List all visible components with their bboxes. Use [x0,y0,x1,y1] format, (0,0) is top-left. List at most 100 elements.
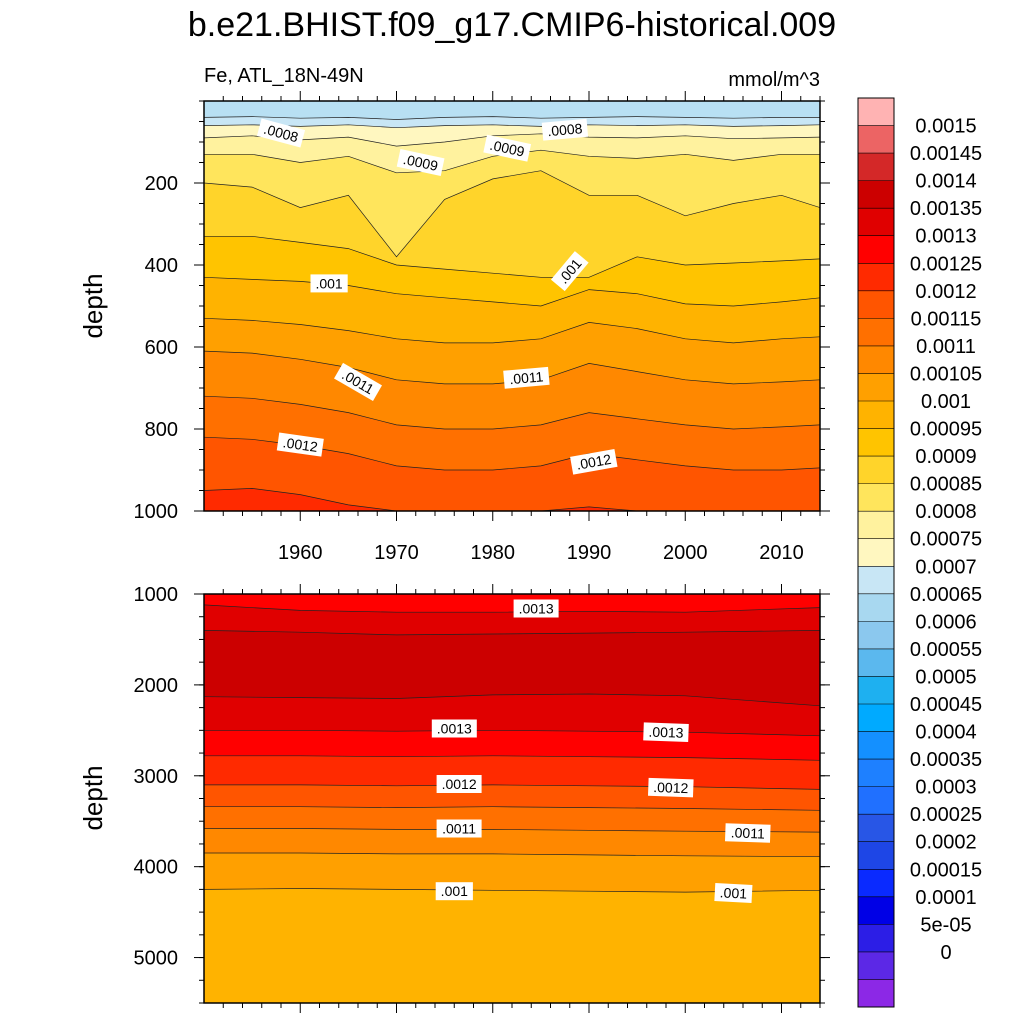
colorbar-label: 0.0005 [915,667,976,689]
contour-line [204,235,820,278]
contour-label-box [513,599,559,618]
contour-label-box [256,118,306,148]
upper-axis-ticks: 200 400 600 800 1000 1960 1970 1980 1990 2000 2010 [134,91,830,564]
contour-line [204,116,820,120]
contour-line [204,828,820,833]
colorbar-label: 0.00015 [910,859,982,881]
colorbar-label: 0.0012 [915,281,976,303]
colorbar-swatch [858,153,894,182]
contour-label-text: .0012 [653,779,689,796]
y-tick-label: 4000 [134,857,179,879]
y-tick-label: 400 [145,255,178,277]
contour-label-text: .0009 [488,137,526,160]
colorbar-swatch [858,566,894,595]
colorbar-swatch [858,373,894,402]
colorbar-label: 0.0009 [915,446,976,468]
colorbar-swatch [858,538,894,567]
contour-label-box [396,149,445,176]
x-tick-label: 1990 [567,542,612,564]
colorbar-swatch [858,648,894,677]
colorbar-label: 0.00085 [910,474,982,496]
colorbar-label: 0.00055 [910,639,982,661]
y-tick-label: 5000 [134,948,179,970]
x-tick-label: 2010 [759,542,804,564]
units-label: mmol/m^3 [728,69,820,91]
contour-label-text: .0012 [282,434,319,455]
contour-label: .0011 [724,823,771,843]
colorbar-label: 0.00115 [911,308,982,330]
contour-line [204,170,820,258]
contour-label-box [334,362,382,401]
contour-label-text: .0013 [437,721,472,737]
contour-line [204,693,820,707]
lower-axis-ticks: 1000 2000 3000 4000 5000 [134,584,830,1013]
contour-label: .0012 [436,775,482,793]
colorbar-swatch [858,98,894,127]
left-subtitle: Fe, ATL_18N-49N [204,65,364,87]
colorbar-label: 0.00095 [910,419,982,441]
y-tick-label: 600 [145,337,178,359]
contour-label-text: .0011 [442,821,476,837]
contour-line [204,806,820,811]
colorbar-swatch [858,401,894,430]
colorbar: 0.0015 0.00145 0.0014 0.00135 0.0013 0.00125 0… [857,97,982,1008]
colorbar-label: 0.00045 [910,694,982,716]
colorbar-swatch [858,428,894,457]
contour-label: .001 [714,883,753,903]
contour-label: .0013 [643,722,689,742]
contour-label-text: .0009 [402,151,440,174]
colorbar-label: 0.00075 [910,529,982,551]
figure-title: b.e21.BHIST.f09_g17.CMIP6-historical.009 [188,6,836,44]
contour-label: .0012 [647,777,694,798]
contour-band [204,437,820,511]
colorbar-swatch [858,483,894,512]
contour-line [204,755,820,761]
contour-label: .0013 [431,719,477,738]
colorbar-swatch [858,593,894,622]
colorbar-swatch [858,841,894,870]
contour-label-text: .001 [441,883,468,899]
x-tick-label: 1960 [278,542,323,564]
colorbar-swatch [858,704,894,733]
colorbar-swatch [858,869,894,898]
colorbar-label: 0.0006 [915,611,976,633]
colorbar-swatch [858,951,894,980]
colorbar-swatch [858,924,894,953]
contour-label-text: .0013 [519,601,554,617]
colorbar-label: 0.00035 [910,749,982,771]
contour-line [204,124,820,129]
contour-label-box [570,449,618,475]
colorbar-label: 0.00135 [910,198,982,220]
contour-label-text: .001 [719,884,747,901]
contour-label-box [541,118,589,141]
colorbar-swatch [858,235,894,264]
colorbar-label: 0.00145 [910,143,982,165]
contour-label: .0013 [513,599,559,618]
contour-label-box [503,366,550,389]
colorbar-label: 0.0001 [915,887,976,909]
colorbar-label: 0.00105 [910,364,982,386]
contour-label-text: .0013 [648,724,684,741]
colorbar-label: 0.0015 [915,116,976,138]
contour-label-box [431,719,477,738]
contour-label-box [714,883,753,903]
upper-contour-fill [204,101,820,511]
contour-label-text: .0011 [509,368,544,387]
contour-label-text: .001 [315,275,342,291]
x-tick-label: 1970 [374,542,419,564]
y-tick-label: 200 [145,173,178,195]
contour-label-box [643,722,689,742]
contour-label-box [435,882,473,901]
contour-label-text: .0008 [547,120,584,139]
colorbar-swatch [858,621,894,650]
contour-band [204,888,820,1003]
colorbar-swatch [858,263,894,292]
contour-label-box [310,274,348,293]
colorbar-swatch [858,676,894,705]
colorbar-swatch [858,125,894,154]
contour-label-box [724,823,771,843]
colorbar-label: 0.00065 [910,584,982,606]
contour-label: .0009 [483,134,532,162]
y-tick-label: 800 [145,419,178,441]
